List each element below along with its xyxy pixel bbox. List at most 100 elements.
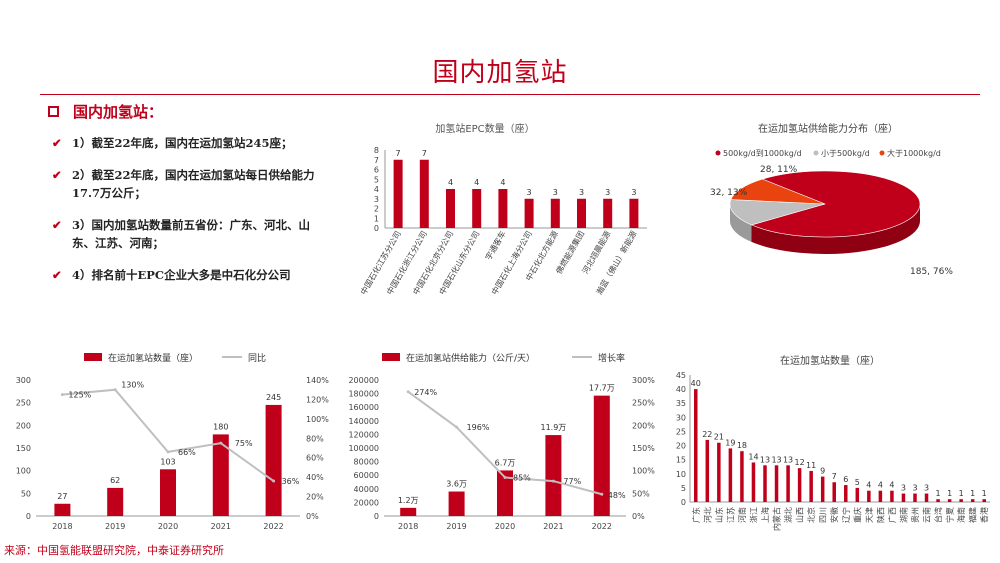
legend-label: 在运加氢站数量（座） <box>108 352 198 364</box>
bar <box>763 465 767 502</box>
x-tick-label: 广东 <box>691 507 701 523</box>
data-label: 5 <box>855 478 860 487</box>
data-label: 13 <box>760 455 770 464</box>
y-tick-label: 200000 <box>348 376 379 385</box>
bar <box>774 465 779 502</box>
bar <box>832 482 836 502</box>
data-label: 3 <box>579 188 584 197</box>
data-label: 17.7万 <box>589 384 615 393</box>
y2-tick-label: 50% <box>632 489 650 498</box>
data-label: 6.7万 <box>495 458 516 467</box>
x-tick-label: 河北 <box>702 507 712 523</box>
y-tick-label: 120000 <box>348 430 379 439</box>
station-count-chart: 在运加氢站数量（座） 同比 0 50 100 150 200 250 300 0% 20% 40% 60… <box>16 352 330 531</box>
bar <box>728 448 733 502</box>
bar <box>797 468 802 502</box>
y-tick-label: 140000 <box>348 417 379 426</box>
bar <box>820 476 825 502</box>
bullet-item: ✔ 3）国内加氢站数量前五省份：广东、河北、山东、江苏、河南； <box>52 216 332 252</box>
x-tick-label: 安徽 <box>829 507 839 523</box>
x-tick-label: 2019 <box>446 522 466 531</box>
data-label: 3 <box>924 484 929 493</box>
y-tick-label: 4 <box>374 185 379 194</box>
pie-slice <box>750 170 921 238</box>
growth-point <box>166 450 170 454</box>
y-tick-label: 30 <box>676 413 686 422</box>
section-title: 国内加氢站： <box>73 103 164 121</box>
data-label: 7 <box>832 472 837 481</box>
legend-label: 小于500kg/d <box>821 149 870 158</box>
data-label: 7 <box>422 149 427 158</box>
data-label: 4 <box>866 481 871 490</box>
y-tick-label: 35 <box>676 399 686 408</box>
y-tick-label: 5 <box>681 484 686 493</box>
bar <box>448 491 465 516</box>
bar <box>603 198 613 228</box>
chart-title: 加氢站EPC数量（座） <box>435 122 534 135</box>
y-tick-label: 10 <box>676 470 686 479</box>
growth-label: 66% <box>178 448 196 457</box>
bullet-text: 1）截至22年底，国内在运加氢站245座； <box>72 136 293 150</box>
x-tick-label: 2020 <box>495 522 515 531</box>
checkmark-icon: ✔ <box>52 168 62 182</box>
data-label: 6 <box>843 475 848 484</box>
title-divider <box>40 94 980 95</box>
data-label: 1 <box>959 489 964 498</box>
growth-point <box>551 479 555 483</box>
y-tick-label: 20 <box>676 442 686 451</box>
bar <box>400 507 417 516</box>
data-label: 1.2万 <box>398 496 419 505</box>
bullet-text: 2）截至22年底，国内在运加氢站每日供给能力17.7万公斤； <box>72 168 315 200</box>
bullet-list: ✔ 1）截至22年底，国内在运加氢站245座； ✔ 2）截至22年底，国内在运加氢站… <box>52 134 332 298</box>
data-label: 180 <box>213 422 228 431</box>
data-label: 11 <box>806 461 816 470</box>
province-bar-chart: 在运加氢站数量（座）05101520253035404540广东22河北21山东… <box>676 354 990 531</box>
bar <box>913 493 917 502</box>
data-label: 12 <box>795 458 805 467</box>
x-tick-label: 重庆 <box>852 507 862 523</box>
growth-point <box>219 441 223 445</box>
x-tick-label: 上海 <box>760 507 770 523</box>
growth-label: 75% <box>235 439 253 448</box>
bullet-text: 3）国内加氢站数量前五省份：广东、河北、山东、江苏、河南； <box>72 218 310 250</box>
data-label: 21 <box>714 433 724 442</box>
y2-tick-label: 0% <box>632 512 645 521</box>
y-tick-label: 160000 <box>348 403 379 412</box>
x-tick-label: 2018 <box>398 522 418 531</box>
data-label: 27 <box>57 492 67 501</box>
bar <box>524 198 534 228</box>
slice-label: 32, 13% <box>710 188 748 198</box>
x-tick-label: 海南 <box>956 507 966 523</box>
data-label: 1 <box>970 489 975 498</box>
capacity-chart: 在运加氢站供给能力（公斤/天） 增长率 0 20000 40000 60000 80000 1… <box>348 352 655 531</box>
bar <box>959 499 963 502</box>
y-tick-label: 25 <box>676 427 686 436</box>
x-tick-label: 2022 <box>592 522 612 531</box>
y-tick-label: 60000 <box>354 471 379 480</box>
data-label: 14 <box>748 452 758 461</box>
legend-marker <box>715 150 721 156</box>
y-tick-label: 20000 <box>354 498 379 507</box>
y2-tick-label: 100% <box>632 467 655 476</box>
y-tick-label: 40 <box>676 385 686 394</box>
x-tick-label: 山东 <box>714 507 724 523</box>
bar <box>472 189 482 228</box>
square-bullet-icon <box>48 106 59 117</box>
data-label: 4 <box>448 178 453 187</box>
y-tick-label: 0 <box>681 498 686 507</box>
bar <box>878 490 883 502</box>
data-label: 4 <box>500 178 505 187</box>
data-label: 1 <box>982 489 987 498</box>
x-tick-label: 台湾 <box>933 507 943 523</box>
pie-slice <box>729 199 826 226</box>
x-tick-label: 河南 <box>737 507 747 523</box>
y-tick-label: 50 <box>21 489 31 498</box>
y-tick-label: 80000 <box>354 458 379 467</box>
page-title: 国内加氢站 <box>432 58 568 88</box>
bar <box>717 442 721 502</box>
y-tick-label: 45 <box>676 371 686 380</box>
y-tick-label: 150 <box>16 444 31 453</box>
bar <box>629 198 639 228</box>
bar <box>924 493 929 502</box>
